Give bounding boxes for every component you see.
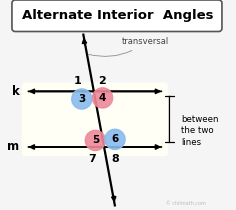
Text: m: m [7,140,19,154]
Circle shape [93,88,113,108]
Text: 5: 5 [92,135,99,146]
Circle shape [72,89,92,109]
Text: the two: the two [181,126,214,135]
Text: © chilmath.com: © chilmath.com [166,201,206,206]
Text: k: k [12,85,19,98]
Text: transversal: transversal [88,38,169,56]
Text: Alternate Interior  Angles: Alternate Interior Angles [22,9,214,22]
Text: 6: 6 [111,134,119,144]
Text: between: between [181,115,219,124]
Circle shape [105,129,125,150]
FancyBboxPatch shape [22,82,168,156]
Text: 7: 7 [89,154,96,164]
Text: 2: 2 [98,76,106,86]
Circle shape [85,130,105,151]
FancyBboxPatch shape [12,0,222,32]
Text: lines: lines [181,138,201,147]
Text: 3: 3 [78,94,85,104]
Text: 1: 1 [74,76,82,86]
Text: 8: 8 [112,154,119,164]
Text: 4: 4 [99,93,106,103]
